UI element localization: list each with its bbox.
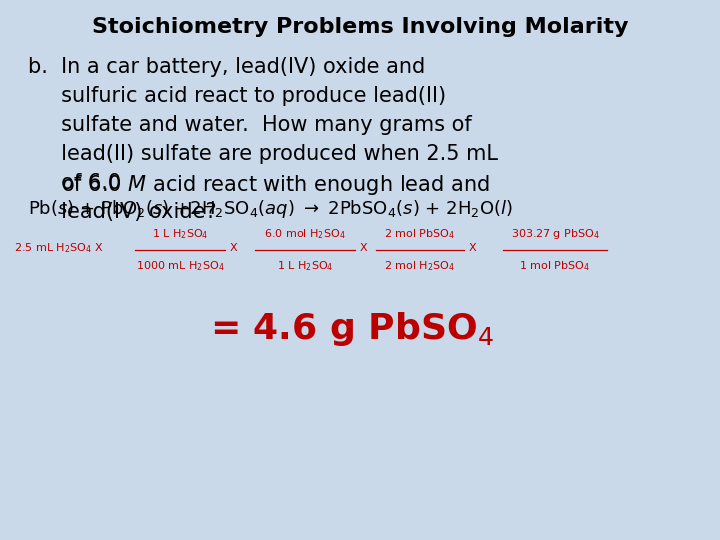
Text: X: X bbox=[359, 243, 366, 253]
Text: 1000 mL H$_2$SO$_4$: 1000 mL H$_2$SO$_4$ bbox=[135, 259, 225, 273]
Text: 2 mol PbSO$_4$: 2 mol PbSO$_4$ bbox=[384, 227, 456, 241]
Text: X: X bbox=[468, 243, 476, 253]
Text: 303.27 g PbSO$_4$: 303.27 g PbSO$_4$ bbox=[510, 227, 599, 241]
Text: of 6.0 $\mathit{M}$ acid react with enough lead and: of 6.0 $\mathit{M}$ acid react with enou… bbox=[28, 173, 490, 197]
Text: 2.5 mL H$_2$SO$_4$ X: 2.5 mL H$_2$SO$_4$ X bbox=[14, 241, 104, 255]
Text: Stoichiometry Problems Involving Molarity: Stoichiometry Problems Involving Molarit… bbox=[91, 17, 629, 37]
Text: X: X bbox=[229, 243, 237, 253]
Text: lead(IV) oxide?: lead(IV) oxide? bbox=[28, 202, 217, 222]
Text: b.  In a car battery, lead(IV) oxide and: b. In a car battery, lead(IV) oxide and bbox=[28, 57, 426, 77]
Text: 1 mol PbSO$_4$: 1 mol PbSO$_4$ bbox=[519, 259, 590, 273]
Text: 2 mol H$_2$SO$_4$: 2 mol H$_2$SO$_4$ bbox=[384, 259, 456, 273]
Text: of 6.0: of 6.0 bbox=[28, 173, 127, 193]
Text: sulfate and water.  How many grams of: sulfate and water. How many grams of bbox=[28, 115, 472, 135]
Text: 1 L H$_2$SO$_4$: 1 L H$_2$SO$_4$ bbox=[152, 227, 208, 241]
Text: lead(II) sulfate are produced when 2.5 mL: lead(II) sulfate are produced when 2.5 m… bbox=[28, 144, 498, 164]
Text: 6.0 mol H$_2$SO$_4$: 6.0 mol H$_2$SO$_4$ bbox=[264, 227, 346, 241]
Text: 1 L H$_2$SO$_4$: 1 L H$_2$SO$_4$ bbox=[276, 259, 333, 273]
Text: = 4.6 g PbSO$_4$: = 4.6 g PbSO$_4$ bbox=[210, 310, 494, 348]
Text: Pb($s$) + PbO$_2$($s$) +2H$_2$SO$_4$($aq$) $\rightarrow$ 2PbSO$_4$($s$) + 2H$_2$: Pb($s$) + PbO$_2$($s$) +2H$_2$SO$_4$($aq… bbox=[28, 198, 513, 220]
Text: sulfuric acid react to produce lead(II): sulfuric acid react to produce lead(II) bbox=[28, 86, 446, 106]
